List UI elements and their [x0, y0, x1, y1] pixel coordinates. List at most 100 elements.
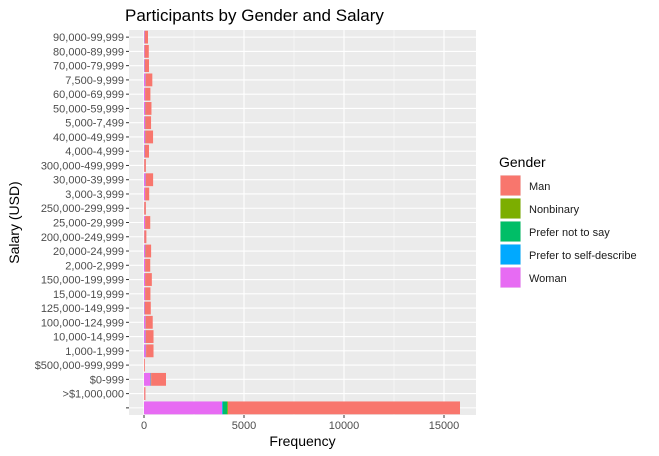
- x-axis-ticks: [143, 415, 445, 418]
- y-tick-label: 2,000-2,999: [65, 260, 124, 272]
- bar-segment: [144, 44, 149, 58]
- bar-segment: [144, 44, 145, 58]
- y-tick-label: 150,000-199,999: [41, 275, 124, 287]
- bar-segment: [144, 358, 145, 372]
- y-tick-label: 125,000-149,999: [41, 303, 124, 315]
- y-tick-label: 4,000-4,999: [65, 146, 124, 158]
- bar-segment: [144, 273, 145, 286]
- bar-segment: [145, 144, 149, 158]
- legend-label: Man: [529, 181, 550, 193]
- legend-swatch: [500, 221, 521, 242]
- bar-segment: [145, 130, 154, 144]
- bar-segment: [144, 30, 145, 44]
- y-axis-title: Salary (USD): [6, 181, 22, 263]
- bar-segment: [145, 301, 151, 315]
- bar-segment: [144, 330, 146, 343]
- legend-title: Gender: [499, 154, 546, 170]
- legend-label: Prefer not to say: [529, 227, 610, 239]
- legend-swatch: [500, 198, 521, 219]
- bar-segment: [144, 258, 145, 272]
- y-tick-label: 90,000-99,999: [53, 32, 124, 44]
- y-tick-label: 250,000-299,999: [41, 203, 124, 215]
- y-axis-tick-labels: 90,000-99,999 80,000-89,999 70,000-79,999 7…: [35, 32, 124, 400]
- y-tick-label: 80,000-89,999: [53, 46, 124, 58]
- y-tick-label: 200,000-249,999: [41, 232, 124, 244]
- x-tick-label: 10000: [329, 420, 360, 432]
- bar-segment: [145, 102, 152, 115]
- bar-segment: [144, 287, 145, 301]
- y-tick-label: 5,000-7,499: [65, 118, 124, 130]
- legend-swatch: [500, 267, 521, 288]
- bar-segment: [144, 344, 146, 358]
- x-tick-label: 15000: [429, 420, 460, 432]
- bar-segment: [144, 387, 146, 401]
- bar-segment: [144, 87, 145, 101]
- bar-segment: [145, 173, 154, 187]
- bar-segment: [144, 401, 222, 415]
- y-tick-label: 3,000-3,999: [65, 189, 124, 201]
- legend-swatch: [500, 175, 521, 196]
- bar-segment: [144, 130, 146, 144]
- bar-segment: [144, 230, 147, 244]
- y-tick-label: 70,000-79,999: [53, 61, 124, 73]
- bar-segment: [145, 315, 153, 329]
- y-tick-label: 25,000-29,999: [53, 218, 124, 230]
- bar-segment: [145, 87, 151, 101]
- y-tick-label: $0-999: [90, 374, 124, 386]
- y-tick-label: 10,000-14,999: [53, 332, 124, 344]
- x-axis-title: Frequency: [269, 433, 335, 449]
- y-tick-label: 1,000-1,999: [65, 346, 124, 358]
- chart-title: Participants by Gender and Salary: [125, 6, 384, 25]
- bar-segment: [145, 273, 152, 286]
- legend-swatch: [500, 244, 521, 265]
- x-tick-label: 0: [141, 420, 147, 432]
- bar-segment: [145, 59, 149, 73]
- bar-segment: [144, 173, 146, 187]
- y-tick-label: 30,000-39,999: [53, 175, 124, 187]
- bar-segment: [145, 244, 152, 258]
- bars: [144, 30, 460, 415]
- y-tick-label: 100,000-124,999: [41, 317, 124, 329]
- y-tick-label: 15,000-19,999: [53, 289, 124, 301]
- bar-segment: [145, 287, 151, 301]
- grid-lines: [129, 30, 476, 415]
- bar-segment: [146, 344, 154, 358]
- bar-segment: [145, 187, 150, 201]
- bar-segment: [227, 401, 228, 415]
- bar-segment: [144, 73, 146, 87]
- legend: Gender Man Nonbinary Prefer not to say Pref…: [499, 154, 637, 288]
- legend-label: Woman: [529, 273, 567, 285]
- y-tick-label: 7,500-9,999: [65, 75, 124, 87]
- y-tick-label: 60,000-69,999: [53, 89, 124, 101]
- x-tick-label: 5000: [232, 420, 256, 432]
- y-tick-label: >$1,000,000: [63, 389, 124, 401]
- legend-label: Nonbinary: [529, 204, 580, 216]
- bar-segment: [145, 330, 154, 343]
- y-tick-label: $500,000-999,999: [35, 360, 124, 372]
- bar-segment: [144, 116, 146, 130]
- bar-segment: [144, 372, 151, 386]
- bar-segment: [144, 216, 145, 229]
- y-tick-label: 40,000-49,999: [53, 132, 124, 144]
- bar-segment: [144, 144, 145, 158]
- bar-segment: [151, 372, 166, 386]
- legend-label: Prefer to self-describe: [529, 250, 637, 262]
- bar-segment: [222, 401, 228, 415]
- bar-segment: [145, 73, 153, 87]
- y-tick-label: 20,000-24,999: [53, 246, 124, 258]
- bar-segment: [144, 315, 146, 329]
- bar-segment: [144, 244, 146, 258]
- bar-segment: [144, 187, 145, 201]
- x-axis-tick-labels: 0 5000 10000 15000: [141, 420, 459, 432]
- bar-segment: [145, 216, 151, 229]
- bar-segment: [144, 59, 145, 73]
- y-tick-label: 50,000-59,999: [53, 103, 124, 115]
- bar-segment: [145, 116, 152, 130]
- bar-segment: [144, 159, 146, 172]
- y-axis-ticks: [126, 36, 129, 409]
- bar-segment: [144, 301, 145, 315]
- bar-segment: [145, 258, 151, 272]
- bar-segment: [144, 102, 146, 115]
- bar-segment: [144, 201, 146, 215]
